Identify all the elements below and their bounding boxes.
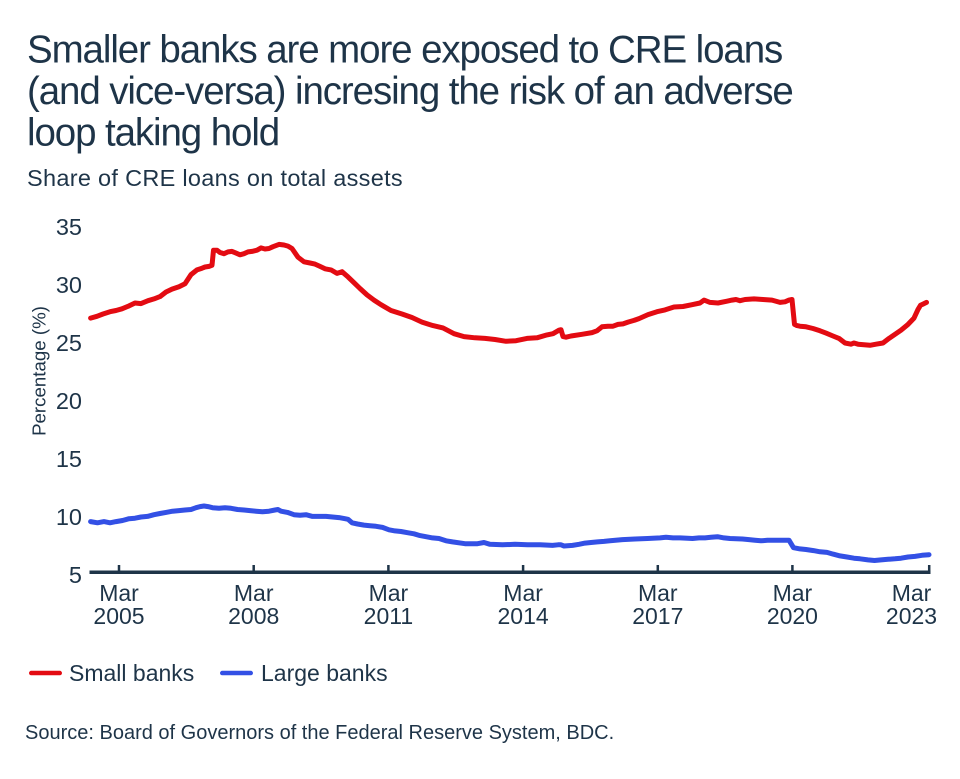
- svg-text:15: 15: [56, 446, 82, 472]
- svg-text:2008: 2008: [228, 603, 279, 629]
- svg-text:Percentage (%): Percentage (%): [29, 306, 50, 436]
- svg-text:Mar: Mar: [892, 580, 932, 606]
- svg-text:25: 25: [56, 330, 82, 356]
- svg-text:Share of CRE loans on total as: Share of CRE loans on total assets: [27, 165, 403, 191]
- svg-text:loop taking hold: loop taking hold: [27, 112, 279, 155]
- svg-text:Smaller banks are more exposed: Smaller banks are more exposed to CRE lo…: [27, 29, 782, 72]
- svg-text:2017: 2017: [632, 603, 683, 629]
- svg-text:2011: 2011: [364, 603, 413, 629]
- svg-text:30: 30: [56, 272, 82, 298]
- svg-text:2023: 2023: [886, 603, 937, 629]
- svg-text:Mar: Mar: [773, 580, 813, 606]
- svg-text:5: 5: [69, 562, 82, 588]
- svg-text:Mar: Mar: [99, 580, 139, 606]
- svg-text:(and vice-versa) incresing the: (and vice-versa) incresing the risk of a…: [27, 70, 793, 113]
- svg-text:Small banks: Small banks: [69, 660, 194, 686]
- svg-text:2020: 2020: [767, 603, 818, 629]
- svg-text:2005: 2005: [93, 603, 144, 629]
- svg-text:Mar: Mar: [234, 580, 274, 606]
- svg-text:Mar: Mar: [503, 580, 543, 606]
- svg-text:20: 20: [56, 388, 82, 414]
- svg-text:2014: 2014: [498, 603, 549, 629]
- svg-text:Source: Board of Governors of: Source: Board of Governors of the Federa…: [25, 722, 614, 744]
- svg-text:Large banks: Large banks: [261, 660, 388, 686]
- svg-text:10: 10: [56, 504, 82, 530]
- svg-text:Mar: Mar: [638, 580, 678, 606]
- svg-text:35: 35: [56, 214, 82, 240]
- svg-text:Mar: Mar: [369, 580, 409, 606]
